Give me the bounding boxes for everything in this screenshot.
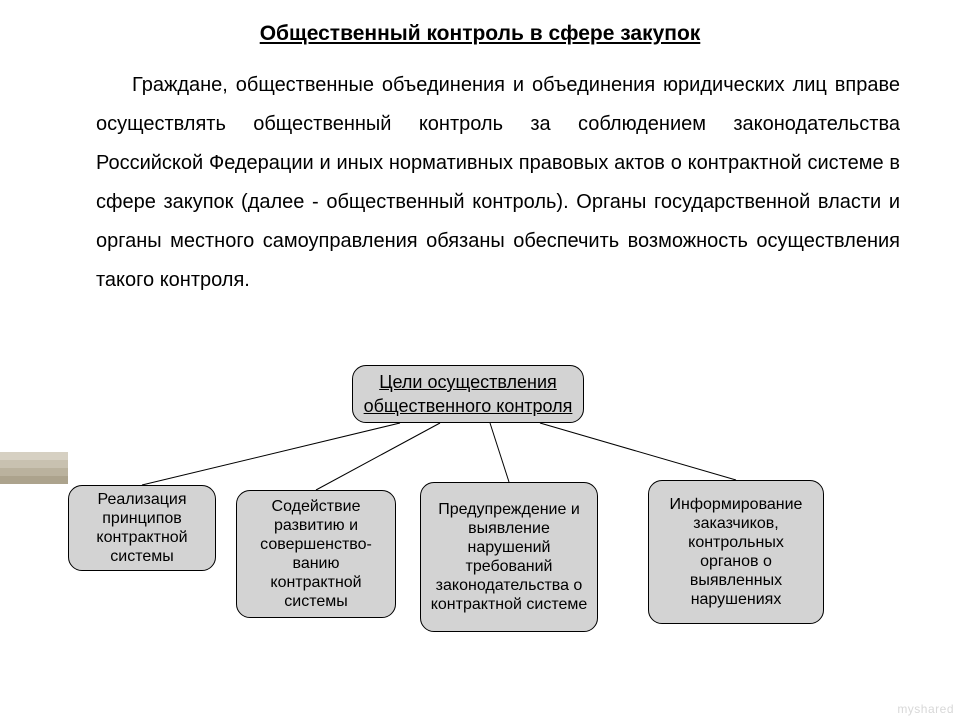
diagram-child-label: Реализация принципов контрактной системы [77, 490, 207, 566]
diagram-root-label: Цели осуществления общественного контрол… [363, 370, 573, 418]
diagram-child-label: Информировани­е заказчиков, контрольных … [657, 495, 815, 609]
diagram-child-3: Информировани­е заказчиков, контрольных … [648, 480, 824, 624]
diagram-child-label: Предупреждение и выявление нарушений тре… [429, 500, 589, 614]
page-title: Общественный контроль в сфере закупок [0, 22, 960, 46]
side-stripe [0, 452, 68, 484]
diagram-child-2: Предупреждение и выявление нарушений тре… [420, 482, 598, 632]
diagram-child-label: Содействие развитию и совершенство­ванию… [245, 497, 387, 611]
watermark: myshared [897, 702, 954, 716]
intro-paragraph: Граждане, общественные объединения и объ… [96, 66, 900, 300]
diagram-child-1: Содействие развитию и совершенство­ванию… [236, 490, 396, 618]
diagram-child-0: Реализация принципов контрактной системы [68, 485, 216, 571]
diagram-root: Цели осуществления общественного контрол… [352, 365, 584, 423]
